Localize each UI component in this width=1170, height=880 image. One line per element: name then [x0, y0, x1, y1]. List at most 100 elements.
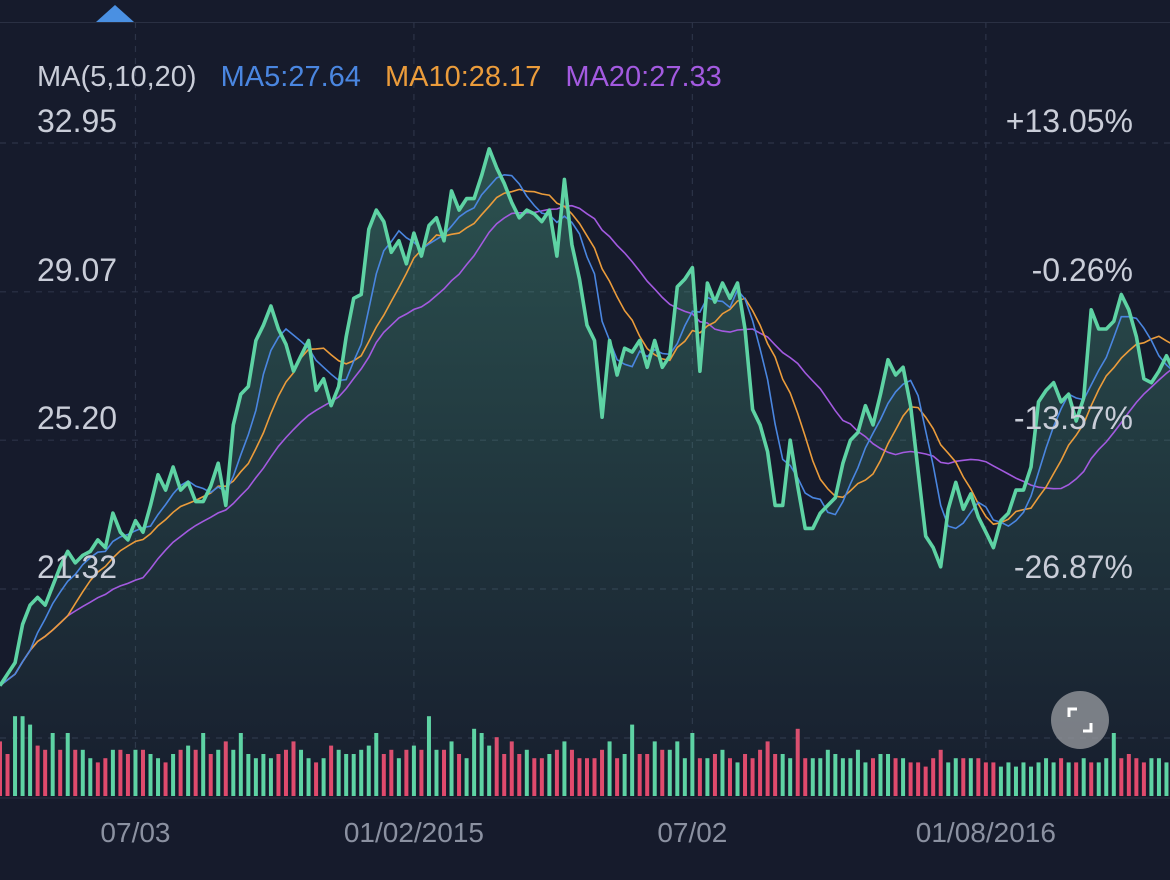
volume-bar: [103, 758, 108, 796]
volume-bar: [43, 749, 48, 796]
volume-bar: [735, 762, 740, 796]
percent-axis: +13.05% -0.26% -13.57% -26.87%: [1006, 103, 1133, 585]
volume-bar: [622, 754, 627, 796]
y-tick-label: 21.32: [37, 549, 117, 585]
volume-bar: [923, 766, 928, 796]
volume-bar: [585, 758, 589, 796]
price-area: [0, 148, 1170, 760]
volume-bar: [1119, 758, 1124, 796]
volume-bar: [344, 754, 349, 796]
volume-bar: [359, 749, 364, 796]
volume-bar: [65, 733, 70, 796]
volume-bar: [788, 758, 793, 796]
volume-bar: [727, 758, 732, 796]
volume-bar: [238, 733, 243, 796]
volume-bar: [276, 754, 281, 796]
volume-bar: [479, 733, 484, 796]
volume-bar: [88, 758, 93, 796]
volume-bar: [961, 758, 966, 796]
volume-bar: [1036, 762, 1041, 796]
volume-bar: [825, 749, 830, 796]
volume-bar: [667, 749, 672, 796]
volume-bar: [938, 749, 943, 796]
volume-bar: [268, 758, 273, 796]
volume-bar: [705, 758, 710, 796]
volume-bar: [306, 758, 311, 796]
volume-bar: [1029, 766, 1034, 796]
volume-bar: [1156, 758, 1161, 796]
volume-bar: [931, 758, 936, 796]
volume-bar: [1006, 762, 1011, 796]
volume-bar: [690, 733, 695, 796]
volume-bar: [916, 762, 921, 796]
volume-bar: [554, 749, 559, 796]
volume-bar: [201, 733, 206, 796]
volume-bar: [592, 758, 597, 796]
ma-legend-label: MA(5,10,20): [37, 61, 197, 93]
volume-bar: [35, 745, 40, 796]
volume-bar: [803, 758, 808, 796]
volume-bar: [615, 758, 620, 796]
x-tick-label: 01/02/2015: [344, 817, 484, 848]
volume-bar: [110, 749, 115, 796]
volume-bar: [855, 749, 860, 796]
volume-bar: [720, 749, 725, 796]
volume-bar: [404, 749, 409, 796]
expand-icon: [1067, 707, 1093, 733]
volume-bar: [562, 741, 567, 796]
volume-bar: [50, 733, 55, 796]
y-tick-label: 25.20: [37, 400, 117, 436]
percent-tick-label: -13.57%: [1014, 400, 1133, 436]
price-layer: [0, 147, 1170, 760]
volume-bar: [810, 758, 815, 796]
ma-legend: MA(5,10,20) MA5:27.64 MA10:28.17 MA20:27…: [37, 61, 722, 93]
ma5-line: [0, 173, 1170, 687]
price-line: [0, 147, 1170, 687]
volume-bar: [983, 762, 988, 796]
volume-bar: [457, 754, 462, 796]
volume-bar: [299, 749, 304, 796]
volume-bar: [743, 754, 748, 796]
expand-button[interactable]: [1051, 691, 1109, 749]
volume-bar: [607, 741, 612, 796]
volume-bar: [246, 754, 251, 796]
volume-bar: [953, 758, 958, 796]
volume-bar: [178, 749, 183, 796]
volume-bar: [547, 754, 552, 796]
volume-bar: [95, 762, 100, 796]
ma20-legend: MA20:27.33: [565, 61, 721, 93]
volume-bar: [494, 737, 499, 796]
volume-bar: [886, 754, 891, 796]
y-tick-label: 29.07: [37, 252, 117, 288]
triangle-marker-icon: [96, 5, 134, 22]
volume-bars: [0, 716, 1169, 796]
volume-bar: [140, 749, 145, 796]
volume-bar: [208, 754, 213, 796]
volume-bar: [1066, 762, 1071, 796]
volume-bar: [73, 749, 78, 796]
volume-bar: [314, 762, 319, 796]
ma5-legend: MA5:27.64: [221, 61, 361, 93]
volume-bar: [125, 754, 130, 796]
volume-bar: [637, 754, 642, 796]
volume-bar: [216, 749, 221, 796]
percent-tick-label: -0.26%: [1032, 252, 1133, 288]
volume-bar: [652, 741, 657, 796]
volume-bar: [487, 745, 492, 796]
volume-bar: [645, 754, 650, 796]
y-axis: 32.95 29.07 25.20 21.32: [37, 103, 117, 585]
volume-bar: [351, 754, 356, 796]
volume-bar: [0, 741, 2, 796]
volume-bar: [697, 758, 702, 796]
volume-bar: [396, 758, 401, 796]
volume-bar: [5, 754, 10, 796]
volume-bar: [750, 758, 755, 796]
volume-bar: [1141, 762, 1146, 796]
volume-bar: [509, 741, 514, 796]
volume-bar: [231, 749, 236, 796]
volume-bar: [908, 762, 913, 796]
volume-bar: [517, 754, 522, 796]
volume-bar: [675, 741, 680, 796]
volume-bar: [682, 758, 687, 796]
